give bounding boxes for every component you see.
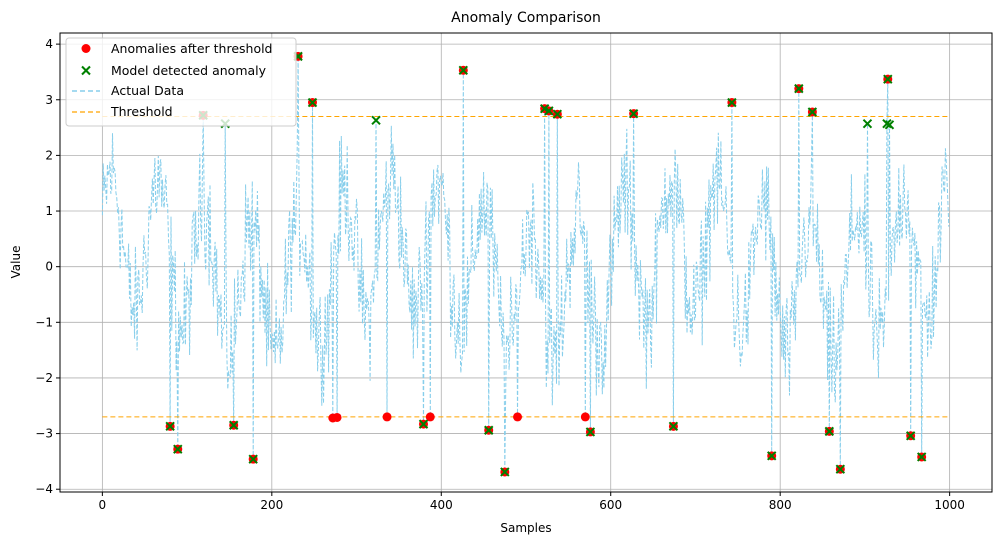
anomaly-point xyxy=(382,412,392,422)
model-markers xyxy=(165,51,927,477)
anomaly-point xyxy=(425,412,435,422)
anomaly-point xyxy=(580,412,590,422)
legend-model-marker xyxy=(81,65,91,76)
x-tick-label: 200 xyxy=(260,498,283,512)
legend-actual-label: Actual Data xyxy=(111,83,184,98)
y-tick-label: 3 xyxy=(45,93,53,107)
model-anomaly-point xyxy=(767,451,777,461)
model-anomaly-point xyxy=(835,464,846,474)
model-anomaly-point xyxy=(307,97,318,108)
model-anomaly-point xyxy=(173,444,183,454)
legend-box xyxy=(65,37,297,127)
model-anomaly-point xyxy=(916,452,927,462)
legend-model-label: Model detected anomaly xyxy=(111,63,267,78)
legend-anomaly-label: Anomalies after threshold xyxy=(111,41,273,56)
chart-title: Anomaly Comparison xyxy=(451,10,601,26)
model-anomaly-point xyxy=(544,106,554,116)
model-anomaly-point xyxy=(500,467,510,477)
model-anomaly-point xyxy=(628,108,639,119)
model-anomaly-point xyxy=(484,425,494,435)
x-tick-label: 1000 xyxy=(934,498,965,512)
model-anomaly-point xyxy=(668,421,679,432)
model-anomaly-point xyxy=(905,431,916,441)
y-tick-label: 0 xyxy=(45,260,53,274)
model-anomaly-point xyxy=(228,420,239,430)
anomaly-point xyxy=(513,412,523,422)
y-axis-label: Value xyxy=(9,246,23,279)
model-anomaly-point xyxy=(884,120,895,130)
model-anomaly-point xyxy=(248,454,258,464)
y-tick-label: 4 xyxy=(45,37,53,51)
model-anomaly-point xyxy=(824,426,835,437)
anomaly-point xyxy=(332,412,342,422)
y-tick-label: 2 xyxy=(45,148,53,162)
y-tick-label: −3 xyxy=(35,427,53,441)
y-axis-ticks: −4 −3 −2 −1 0 1 2 3 4 xyxy=(35,37,60,496)
model-anomaly-point xyxy=(418,419,429,429)
x-tick-label: 0 xyxy=(99,498,107,512)
y-tick-label: −2 xyxy=(35,371,53,385)
threshold-layer xyxy=(102,115,949,418)
plot-frame xyxy=(59,32,993,493)
actual-data-layer xyxy=(101,56,950,473)
x-axis-label: Samples xyxy=(500,521,551,535)
y-tick-label: −4 xyxy=(35,482,53,496)
y-tick-label: 1 xyxy=(45,204,53,218)
legend-anomaly-marker xyxy=(81,44,91,53)
actual-data-line xyxy=(101,56,950,473)
model-anomaly-point xyxy=(807,107,818,117)
x-tick-label: 600 xyxy=(599,498,622,512)
model-anomaly-point xyxy=(882,118,892,129)
y-tick-label: −1 xyxy=(35,315,53,329)
model-anomaly-point xyxy=(552,109,563,119)
model-anomaly-point xyxy=(165,421,175,432)
legend: Anomalies after threshold Model detected… xyxy=(65,37,297,127)
model-anomaly-point xyxy=(862,118,873,129)
x-tick-label: 400 xyxy=(430,498,453,512)
model-anomaly-point xyxy=(371,115,381,126)
x-axis-ticks: 0 200 400 600 800 1000 xyxy=(99,492,965,512)
x-tick-label: 800 xyxy=(769,498,792,512)
model-anomaly-point xyxy=(585,427,596,437)
model-anomaly-point xyxy=(794,83,804,94)
model-anomaly-point xyxy=(883,74,893,84)
legend-threshold-label: Threshold xyxy=(110,104,173,119)
model-anomaly-point xyxy=(727,97,737,108)
model-anomaly-point xyxy=(458,65,469,75)
